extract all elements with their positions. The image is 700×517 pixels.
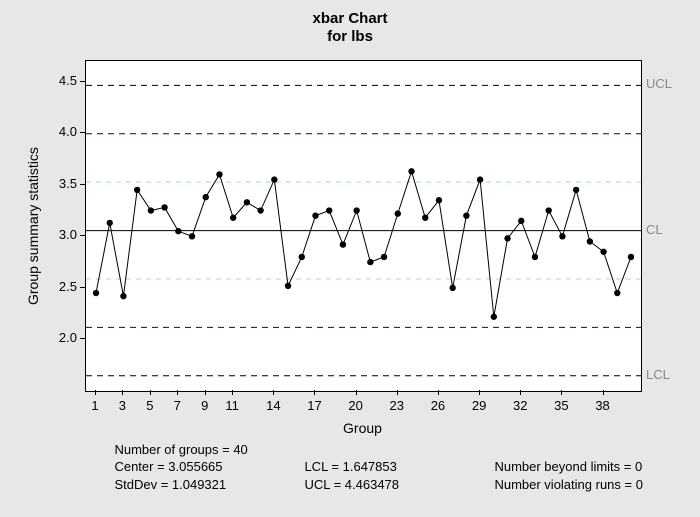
title-line-1: xbar Chart [312, 10, 387, 27]
cl-label: CL [646, 222, 663, 237]
x-tick-label: 17 [304, 398, 324, 413]
y-tick-label: 2.5 [59, 279, 77, 294]
x-tick-label: 14 [263, 398, 283, 413]
y-tick-label: 4.5 [59, 73, 77, 88]
stats-col-1: Number of groups = 40 Center = 3.055665 … [114, 441, 304, 494]
y-axis-label: Group summary statistics [25, 147, 41, 305]
stats-col-3: Number beyond limits = 0 Number violatin… [494, 441, 643, 494]
plot-svg [86, 61, 641, 391]
x-tick-label: 5 [140, 398, 160, 413]
x-tick-label: 20 [346, 398, 366, 413]
x-tick-label: 38 [593, 398, 613, 413]
x-tick-label: 9 [195, 398, 215, 413]
x-tick-label: 3 [112, 398, 132, 413]
y-tick-label: 3.0 [59, 227, 77, 242]
chart-title: xbar Chart for lbs [0, 10, 700, 46]
lcl-label: LCL [646, 367, 670, 382]
x-tick-label: 23 [387, 398, 407, 413]
ucl-label: UCL [646, 76, 672, 91]
x-tick-label: 11 [222, 398, 242, 413]
y-tick-label: 3.5 [59, 176, 77, 191]
x-tick-label: 7 [167, 398, 187, 413]
summary-stats: Number of groups = 40 Center = 3.055665 … [100, 423, 643, 511]
y-tick-label: 4.0 [59, 124, 77, 139]
x-tick-label: 26 [428, 398, 448, 413]
title-line-2: for lbs [327, 28, 373, 45]
x-tick-label: 35 [551, 398, 571, 413]
x-tick-label: 1 [85, 398, 105, 413]
plot-area [85, 60, 642, 392]
stats-col-2: LCL = 1.647853 UCL = 4.463478 [304, 441, 494, 494]
x-tick-label: 29 [469, 398, 489, 413]
y-tick-label: 2.0 [59, 330, 77, 345]
x-tick-label: 32 [510, 398, 530, 413]
chart-frame: { "title_line1": "xbar Chart", "title_li… [0, 0, 700, 517]
